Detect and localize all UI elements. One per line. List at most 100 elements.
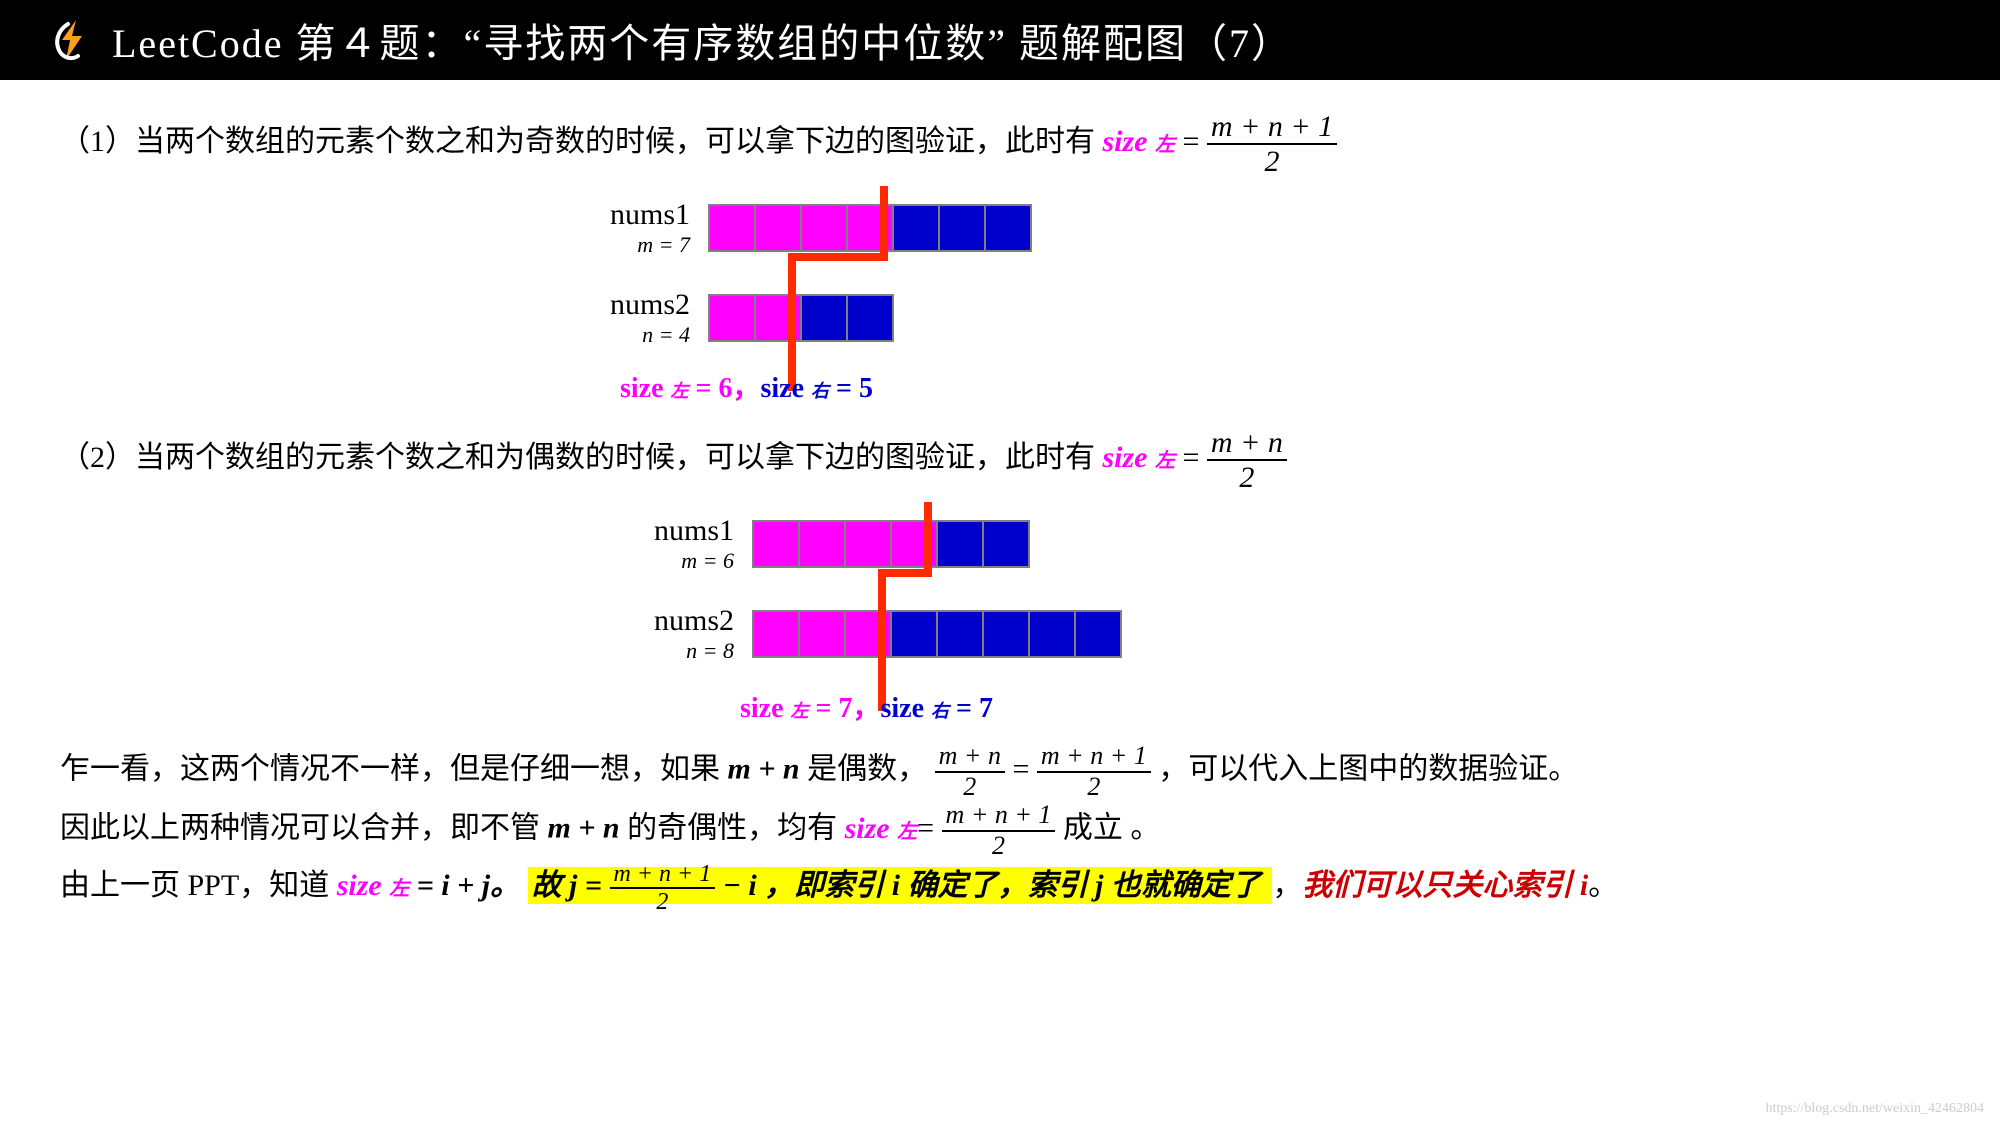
logo-wrap: LeetCode 第４题：“寻找两个有序数组的中位数” 题解配图（7） [48, 11, 1293, 69]
b2eq: = [917, 812, 934, 845]
bottom-line2: 因此以上两种情况可以合并，即不管 m + n 的奇偶性，均有 size 左= m… [60, 801, 1940, 860]
array-row: nums1m = 6 [554, 514, 1028, 574]
array-cell [798, 610, 846, 658]
array-cell [1028, 610, 1076, 658]
b3sw: size [337, 869, 382, 902]
content-area: （1）当两个数组的元素个数之和为奇数的时候，可以拿下边的图验证，此时有 size… [0, 80, 2000, 916]
bottom-line3: 由上一页 PPT，知道 size 左 = i + j。 故 j = m + n … [60, 860, 1940, 916]
array-cell [984, 204, 1032, 252]
cells-row [752, 610, 1120, 658]
b1f1n: m + n [935, 742, 1005, 773]
b2ss: 左 [897, 821, 917, 843]
array-cell [938, 204, 986, 252]
array-row: nums2n = 8 [554, 604, 1120, 664]
s1-frac-den: 2 [1207, 145, 1337, 178]
b1f1d: 2 [935, 773, 1005, 802]
s2-eq: = [1183, 441, 1200, 474]
array-cell [982, 520, 1030, 568]
s1-size-sub: 左 [1155, 134, 1175, 156]
cells-row [708, 294, 892, 342]
cells-row [752, 520, 1028, 568]
s1-size-word: size [1103, 125, 1148, 158]
b3ss: 左 [389, 878, 409, 900]
bottom-line1: 乍一看，这两个情况不一样，但是仔细一想，如果 m + n 是偶数， m + n2… [60, 742, 1940, 801]
array-row: nums2n = 4 [510, 288, 892, 348]
s1-eq: = [1183, 125, 1200, 158]
array-label: nums1m = 7 [510, 198, 690, 258]
highlight-box: 故 j = m + n + 12 − i ，即索引 i 确定了，索引 j 也就确… [528, 867, 1273, 904]
array-cell [752, 520, 800, 568]
array-cell [798, 520, 846, 568]
b2b: 的奇偶性，均有 [620, 812, 845, 845]
b3dot: 。 [1588, 869, 1618, 902]
array-cell [708, 294, 756, 342]
page-title: LeetCode 第４题：“寻找两个有序数组的中位数” 题解配图（7） [112, 11, 1293, 69]
partition-line [796, 253, 888, 261]
watermark: https://blog.csdn.net/weixin_42462804 [1765, 1101, 1984, 1117]
section2-text: （2）当两个数组的元素个数之和为偶数的时候，可以拿下边的图验证，此时有 size… [60, 426, 1940, 494]
s1-prefix: （1）当两个数组的元素个数之和为奇数的时候，可以拿下边的图验证，此时有 [60, 125, 1103, 158]
hl-frac: m + n + 12 [610, 861, 716, 916]
b2-frac: m + n + 12 [942, 801, 1056, 860]
s2-frac-num: m + n [1207, 426, 1287, 461]
b3-size: size 左 [337, 869, 410, 902]
array-cell [846, 294, 894, 342]
partition-line [924, 502, 932, 577]
b1c: ，可以代入上图中的数据验证。 [1158, 752, 1578, 785]
b3a: 由上一页 PPT，知道 [60, 869, 337, 902]
b3eq: = i + j。 [417, 869, 520, 902]
s2-frac: m + n 2 [1207, 426, 1287, 494]
s1-frac-num: m + n + 1 [1207, 110, 1337, 145]
header-bar: LeetCode 第４题：“寻找两个有序数组的中位数” 题解配图（7） [0, 0, 2000, 80]
array-label: nums1m = 6 [554, 514, 734, 574]
array-cell [1074, 610, 1122, 658]
array-cell [982, 610, 1030, 658]
s2-frac-den: 2 [1207, 461, 1287, 494]
b2fn: m + n + 1 [942, 801, 1056, 832]
b1eq: = [1012, 752, 1036, 785]
s2-size-sub: 左 [1155, 450, 1175, 472]
diagram-2: nums1m = 6 nums2n = 8 size 左 = 7，size 右 = … [60, 502, 1940, 732]
array-cell [936, 610, 984, 658]
hlfn: m + n + 1 [610, 861, 716, 889]
s1-frac: m + n + 1 2 [1207, 110, 1337, 178]
array-label: nums2n = 4 [510, 288, 690, 348]
array-cell [844, 520, 892, 568]
b1a: 乍一看，这两个情况不一样，但是仔细一想，如果 [60, 752, 728, 785]
cells-row [708, 204, 1030, 252]
b3red: 我们可以只关心索引 i [1302, 869, 1588, 902]
section1-text: （1）当两个数组的元素个数之和为奇数的时候，可以拿下边的图验证，此时有 size… [60, 110, 1940, 178]
hlfd: 2 [610, 889, 716, 915]
size-summary: size 左 = 6，size 右 = 5 [620, 366, 873, 406]
b1-frac2: m + n + 12 [1037, 742, 1151, 801]
b2mn: m + n [548, 812, 620, 845]
array-cell [800, 294, 848, 342]
array-cell [936, 520, 984, 568]
array-cell [892, 204, 940, 252]
array-cell [754, 204, 802, 252]
partition-line [880, 186, 888, 261]
s1-size: size 左 [1103, 125, 1176, 158]
b2c: 成立 。 [1063, 812, 1161, 845]
b2-size: size 左 [845, 812, 918, 845]
b1f2n: m + n + 1 [1037, 742, 1151, 773]
b1f2d: 2 [1037, 773, 1151, 802]
diagram-1: nums1m = 7 nums2n = 4 size 左 = 6，size 右 = … [60, 186, 1940, 416]
partition-line [878, 569, 932, 577]
hlb: − i ，即索引 i 确定了，索引 j 也就确定了 [723, 869, 1261, 902]
s2-size: size 左 [1103, 441, 1176, 474]
b2sw: size [845, 812, 890, 845]
array-cell [800, 204, 848, 252]
b2fd: 2 [942, 832, 1056, 861]
array-cell [890, 610, 938, 658]
size-summary: size 左 = 7，size 右 = 7 [740, 686, 993, 726]
s2-size-word: size [1103, 441, 1148, 474]
b1b: 是偶数， [800, 752, 928, 785]
b2a: 因此以上两种情况可以合并，即不管 [60, 812, 548, 845]
b3comma: ， [1272, 869, 1302, 902]
array-row: nums1m = 7 [510, 198, 1030, 258]
hla: 故 j = [532, 869, 610, 902]
b1mn: m + n [728, 752, 800, 785]
b1-frac1: m + n2 [935, 742, 1005, 801]
s2-prefix: （2）当两个数组的元素个数之和为偶数的时候，可以拿下边的图验证，此时有 [60, 441, 1103, 474]
